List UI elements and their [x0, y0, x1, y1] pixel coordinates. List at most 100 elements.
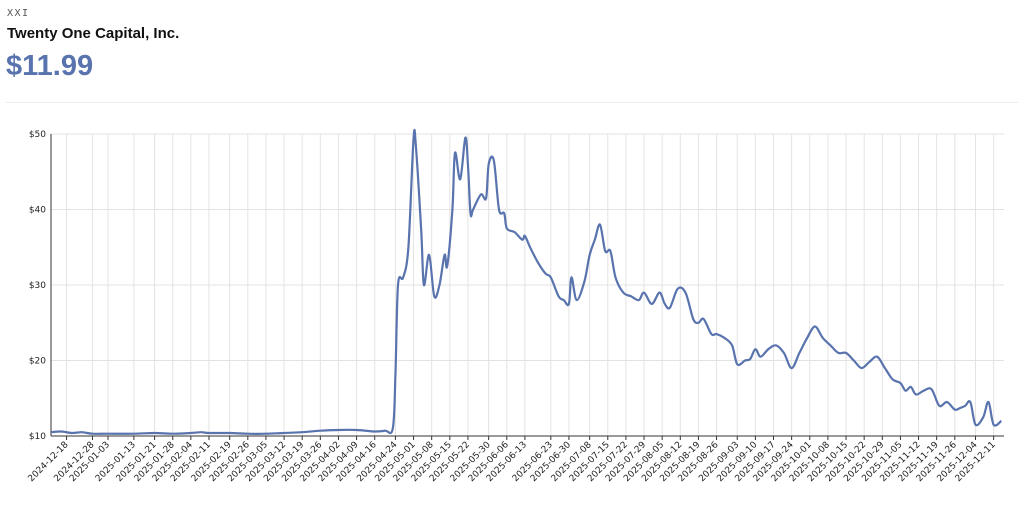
price-data-point [439, 284, 440, 285]
price-data-point [931, 389, 932, 390]
price-data-point [452, 209, 453, 210]
price-data-point [877, 356, 878, 357]
price-data-point [447, 266, 448, 267]
price-data-point [480, 194, 481, 195]
price-data-point [473, 209, 474, 210]
price-data-point [698, 322, 699, 323]
price-data-point [861, 368, 862, 369]
price-data-point [568, 303, 569, 304]
price-data-point [302, 432, 303, 433]
price-data-point [460, 179, 461, 180]
price-data-point [584, 281, 585, 282]
price-data-point [651, 303, 652, 304]
ticker-symbol: XXI [7, 8, 30, 19]
price-data-point [615, 277, 616, 278]
price-data-point [716, 334, 717, 335]
price-data-point [975, 424, 976, 425]
price-data-point [486, 198, 487, 199]
price-data-point [522, 239, 523, 240]
price-series-line [50, 128, 1003, 435]
price-data-point [514, 232, 515, 233]
price-data-point [783, 352, 784, 353]
price-data-point [884, 368, 885, 369]
price-data-point [755, 349, 756, 350]
price-data-point [537, 262, 538, 263]
price-data-point [107, 433, 108, 434]
price-data-point [869, 361, 870, 362]
price-data-point [589, 254, 590, 255]
price-data-point [965, 405, 966, 406]
y-tick-label: $20 [29, 357, 46, 367]
price-data-point [677, 288, 678, 289]
price-data-point [208, 432, 209, 433]
price-data-point [703, 318, 704, 319]
price-data-point [732, 345, 733, 346]
price-data-point [392, 428, 393, 429]
company-name: Twenty One Capital, Inc. [7, 25, 180, 42]
price-data-point [434, 296, 435, 297]
price-data-point [711, 334, 712, 335]
price-data-point [631, 296, 632, 297]
price-data-point [50, 432, 51, 433]
price-data-point [845, 352, 846, 353]
price-data-point [664, 303, 665, 304]
price-data-point [915, 394, 916, 395]
price-data-point [768, 349, 769, 350]
price-data-point [737, 364, 738, 365]
price-data-point [993, 424, 994, 425]
price-data-point [838, 352, 839, 353]
price-data-point [493, 160, 494, 161]
price-data-point [338, 429, 339, 430]
current-price: $11.99 [6, 50, 94, 82]
price-data-point [265, 433, 266, 434]
price-data-point [750, 358, 751, 359]
price-data-point [892, 379, 893, 380]
price-data-point [799, 352, 800, 353]
price-data-point [853, 360, 854, 361]
price-data-point [776, 345, 777, 346]
price-data-point [247, 433, 248, 434]
price-data-point [550, 277, 551, 278]
price-data-point [524, 235, 525, 236]
price-data-point [374, 431, 375, 432]
y-tick-label: $40 [29, 206, 46, 216]
price-data-point [530, 247, 531, 248]
price-data-point [467, 164, 468, 165]
price-data-point [61, 431, 62, 432]
price-data-point [760, 356, 761, 357]
price-data-point [900, 383, 901, 384]
price-data-point [693, 318, 694, 319]
x-axis: 2024-12-182024-12-282025-01-032025-01-13… [27, 435, 1004, 484]
price-data-point [807, 337, 808, 338]
price-data-point [506, 228, 507, 229]
price-data-point [488, 164, 489, 165]
price-data-point [923, 390, 924, 391]
y-tick-label: $10 [29, 432, 46, 442]
price-data-point [1001, 420, 1002, 421]
price-data-point [229, 432, 230, 433]
y-tick-label: $50 [29, 130, 46, 140]
price-data-point [576, 300, 577, 301]
price-data-point [356, 429, 357, 430]
chart-grid [51, 133, 1004, 437]
price-data-point [284, 432, 285, 433]
price-data-point [669, 307, 670, 308]
price-data-point [444, 254, 445, 255]
price-data-point [905, 390, 906, 391]
price-data-point [413, 137, 414, 138]
price-data-point [558, 296, 559, 297]
price-data-point [571, 277, 572, 278]
price-data-point [470, 213, 471, 214]
price-data-point [939, 405, 940, 406]
price-data-point [643, 292, 644, 293]
price-data-point [659, 292, 660, 293]
price-data-point [959, 408, 960, 409]
price-data-point [465, 137, 466, 138]
price-data-point [814, 326, 815, 327]
price-data-point [454, 152, 455, 153]
price-data-point [397, 284, 398, 285]
y-axis: $10 $20 $30 $40 $50 [29, 130, 52, 442]
price-data-point [594, 239, 595, 240]
price-data-point [408, 247, 409, 248]
price-data-point [623, 292, 624, 293]
